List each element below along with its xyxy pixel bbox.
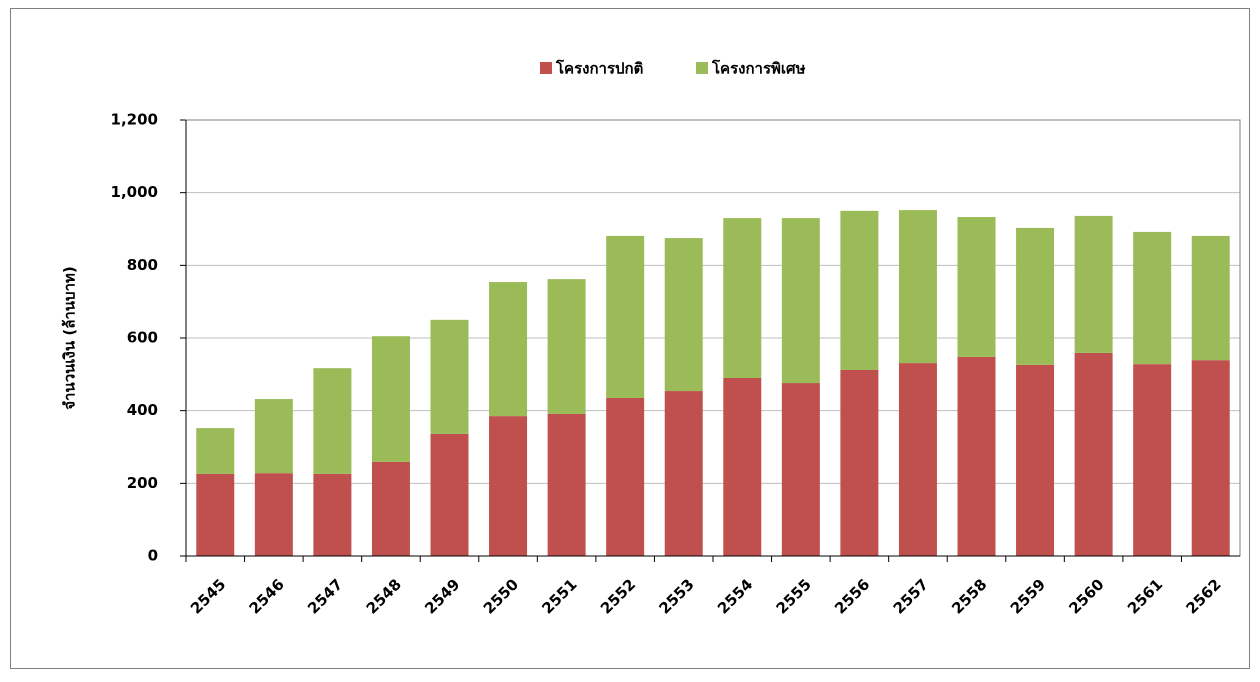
bar-segment bbox=[781, 383, 820, 556]
bar-segment bbox=[489, 416, 528, 556]
bar-segment bbox=[547, 413, 586, 556]
bar-segment bbox=[313, 368, 352, 474]
bar-segment bbox=[254, 473, 293, 556]
bar-segment bbox=[254, 399, 293, 474]
legend-swatch bbox=[540, 62, 552, 74]
legend-swatch bbox=[696, 62, 708, 74]
y-tick-label: 600 bbox=[127, 329, 158, 347]
bar-segment bbox=[430, 319, 469, 434]
bar-segment bbox=[1074, 215, 1113, 353]
bar-segment bbox=[664, 391, 703, 556]
bar-segment bbox=[430, 433, 469, 556]
y-tick-label: 400 bbox=[127, 401, 158, 419]
bar-segment bbox=[1191, 235, 1230, 361]
bar-segment bbox=[723, 377, 762, 556]
bar-segment bbox=[371, 461, 410, 556]
bar-segment bbox=[840, 369, 879, 556]
y-tick-label: 1,200 bbox=[111, 111, 158, 129]
bar-segment bbox=[606, 397, 645, 556]
bar-segment bbox=[196, 428, 235, 474]
y-tick-label: 200 bbox=[127, 474, 158, 492]
y-tick-label: 800 bbox=[127, 256, 158, 274]
bar-segment bbox=[723, 218, 762, 378]
bar-segment bbox=[489, 282, 528, 417]
bar-segment bbox=[313, 473, 352, 556]
bar-segment bbox=[840, 210, 879, 370]
y-tick-label: 1,000 bbox=[111, 183, 158, 201]
bar-segment bbox=[898, 210, 937, 364]
bar-segment bbox=[1016, 227, 1055, 365]
bar-segment bbox=[606, 235, 645, 398]
legend-label: โครงการปกติ bbox=[555, 59, 643, 78]
y-tick-label: 0 bbox=[148, 547, 158, 565]
bar-segment bbox=[957, 356, 996, 556]
bar-segment bbox=[1133, 231, 1172, 365]
bar-segment bbox=[196, 473, 235, 556]
bar-segment bbox=[664, 238, 703, 392]
bar-segment bbox=[547, 279, 586, 414]
bar-segment bbox=[371, 336, 410, 462]
bar-segment bbox=[1074, 352, 1113, 556]
bar-segment bbox=[1191, 360, 1230, 556]
legend-label: โครงการพิเศษ bbox=[711, 59, 806, 78]
bar-segment bbox=[781, 218, 820, 384]
bar-segment bbox=[957, 217, 996, 357]
y-axis-label: จำนวนเงิน (ล้านบาท) bbox=[61, 266, 79, 409]
bar-segment bbox=[898, 363, 937, 556]
bar-segment bbox=[1133, 364, 1172, 556]
bar-segment bbox=[1016, 364, 1055, 556]
